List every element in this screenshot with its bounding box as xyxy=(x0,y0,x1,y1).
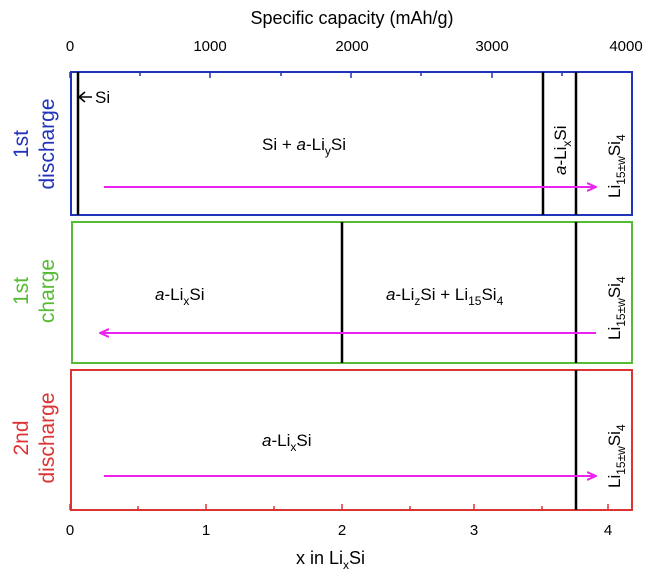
panel-frame xyxy=(71,221,633,364)
panel-frame xyxy=(70,71,633,216)
region-li15si4-vertical: Li15±wSi4 xyxy=(605,134,628,198)
region-si-plus-aliysi: Si + a-LiySi xyxy=(262,135,346,158)
panel-label-line2: discharge xyxy=(36,98,59,189)
bottom-ticks xyxy=(69,504,609,510)
bottom-tick-label: 0 xyxy=(66,522,74,539)
panel-frame xyxy=(70,369,633,511)
top-tick-label: 3000 xyxy=(475,38,508,55)
si-pointer-arrow xyxy=(77,91,92,103)
region-alixsi: a-LixSi xyxy=(155,285,205,308)
panel-label-line2: charge xyxy=(36,259,59,323)
region-alixsi: a-LixSi xyxy=(262,431,312,454)
top-tick-label: 4000 xyxy=(609,38,642,55)
top-tick-label: 1000 xyxy=(193,38,226,55)
panel-label-line1: 2nd xyxy=(10,420,33,455)
panel-second-discharge: 2nd discharge a-LixSi Li15±wSi4 xyxy=(10,369,633,511)
bottom-tick-label: 3 xyxy=(470,522,478,539)
region-li15si4-vertical: Li15±wSi4 xyxy=(605,276,628,340)
panel-first-charge: 1st charge a-LixSi a-LizSi + Li15Si4 Li1… xyxy=(10,221,633,364)
region-si: Si xyxy=(95,88,110,107)
top-tick-label: 2000 xyxy=(335,38,368,55)
bottom-axis: 0 1 2 3 4 x in LixSi xyxy=(66,504,612,572)
bottom-axis-title: x in LixSi xyxy=(296,548,365,572)
region-alixsi-vertical: a-LixSi xyxy=(551,126,574,176)
panel-first-discharge: 1st discharge Si Si + a-LiySi a-LixSi Li… xyxy=(10,71,633,216)
region-li15si4-vertical: Li15±wSi4 xyxy=(605,424,628,488)
panel-label-line2: discharge xyxy=(36,392,59,483)
top-axis-title: Specific capacity (mAh/g) xyxy=(250,8,453,28)
top-axis: Specific capacity (mAh/g) 0 1000 2000 30… xyxy=(66,8,643,78)
bottom-tick-label: 2 xyxy=(338,522,346,539)
panel-label-line1: 1st xyxy=(10,130,33,158)
top-tick-label: 0 xyxy=(66,38,74,55)
panel-label-line1: 1st xyxy=(10,277,33,305)
bottom-tick-label: 1 xyxy=(202,522,210,539)
region-alizsi-plus-li15si4: a-LizSi + Li15Si4 xyxy=(386,285,504,308)
bottom-tick-label: 4 xyxy=(604,522,612,539)
